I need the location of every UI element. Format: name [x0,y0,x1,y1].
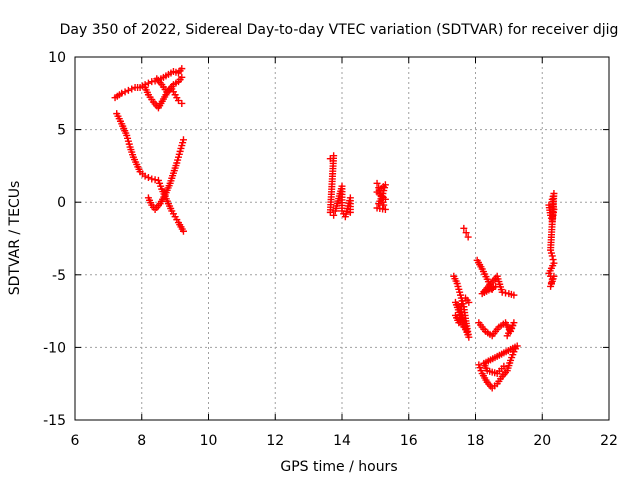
data-point [462,229,470,237]
data-point [144,79,152,87]
data-point [346,208,354,216]
data-point [178,73,186,81]
data-point [124,86,132,94]
y-axis-label: SDTVAR / TECUs [7,181,23,296]
y-axis-ticks: -15 -10 -5 0 5 10 [43,50,609,429]
y-tick-label: 0 [57,195,66,211]
x-tick-label: 16 [400,433,418,449]
data-point [373,179,381,187]
data-point [141,172,149,180]
data-point [151,176,159,184]
chart-title: Day 350 of 2022, Sidereal Day-to-day VTE… [60,22,619,38]
y-tick-label: 5 [57,123,66,139]
data-point [510,291,518,299]
data-point [465,298,473,306]
y-tick-label: 10 [48,50,66,66]
data-point [503,332,511,340]
data-point [148,175,156,183]
data-point [178,99,186,107]
x-tick-label: 20 [533,433,551,449]
x-tick-label: 6 [71,433,80,449]
x-tick-label: 8 [137,433,146,449]
x-axis-ticks: 6 8 10 12 14 16 18 20 22 [71,57,618,449]
data-point [373,204,381,212]
x-tick-label: 12 [266,433,284,449]
data-point [148,78,156,86]
data-point [380,201,388,209]
y-tick-label: -15 [43,413,66,429]
data-point [179,136,187,144]
data-points [111,65,558,392]
x-tick-label: 18 [467,433,485,449]
data-point [502,289,510,297]
data-point [381,195,389,203]
data-point [550,272,558,280]
grid-lines [75,57,609,420]
data-point [144,174,152,182]
y-tick-label: -5 [52,268,66,284]
data-point [500,362,508,370]
x-axis-label: GPS time / hours [280,459,397,475]
data-point [464,233,472,241]
data-point [128,85,136,93]
data-point [330,211,338,219]
data-point [121,88,129,96]
x-tick-label: 10 [200,433,218,449]
x-tick-label: 22 [600,433,618,449]
data-point [548,252,556,260]
x-tick-label: 14 [333,433,351,449]
data-point [179,227,187,235]
data-point [498,288,506,296]
y-tick-label: -10 [43,340,66,356]
data-point [460,224,468,232]
data-point [549,256,557,264]
data-point [178,65,186,73]
data-point [118,89,126,97]
